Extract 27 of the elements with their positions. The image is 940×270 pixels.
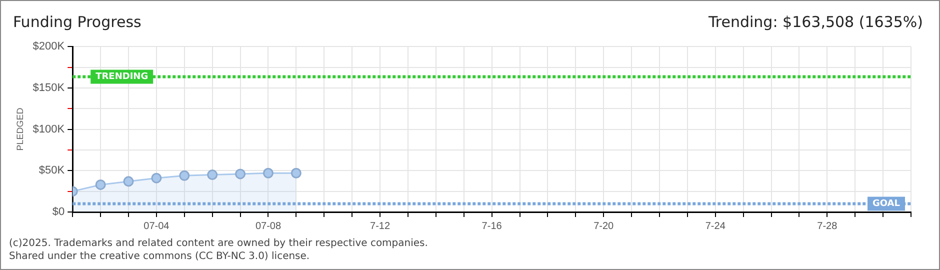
point (95, 179, 106, 190)
y-tick-label: $50K (38, 164, 66, 177)
x-tick-label: 7-16 (482, 220, 502, 232)
point (235, 168, 246, 180)
ref-line-label: TRENDING (96, 72, 148, 82)
text: Shared under the creative commons (CC BY-NC 3.0) license. (9, 251, 310, 262)
x-tick-label: 7-28 (817, 220, 838, 232)
y-tick-label: $150K (32, 82, 66, 94)
ref-line-label: GOAL (872, 199, 900, 210)
chart-subtitle: Trending: $163,508 (1635%) (708, 13, 923, 31)
x-tick-label: 7-20 (594, 220, 614, 232)
point (262, 168, 274, 178)
chart-title: Funding Progress (13, 13, 142, 31)
y-tick-label: $200K (32, 40, 66, 53)
y-axis-title: PLEDGED (14, 107, 25, 151)
point (151, 172, 162, 184)
point (123, 176, 134, 187)
text: (c)2025. Trademarks and related content are owned by their respective companies. (9, 238, 428, 249)
point (290, 168, 302, 178)
x-tick-label: 7-24 (705, 220, 726, 232)
x-tick-label: 07-04 (144, 220, 170, 232)
y-tick-label: $0 (52, 206, 65, 218)
x-tick-label: 07-08 (255, 220, 282, 232)
y-tick-label: $100K (32, 123, 66, 136)
point (207, 170, 218, 180)
x-tick-label: 7-12 (370, 220, 390, 232)
point (179, 170, 190, 181)
